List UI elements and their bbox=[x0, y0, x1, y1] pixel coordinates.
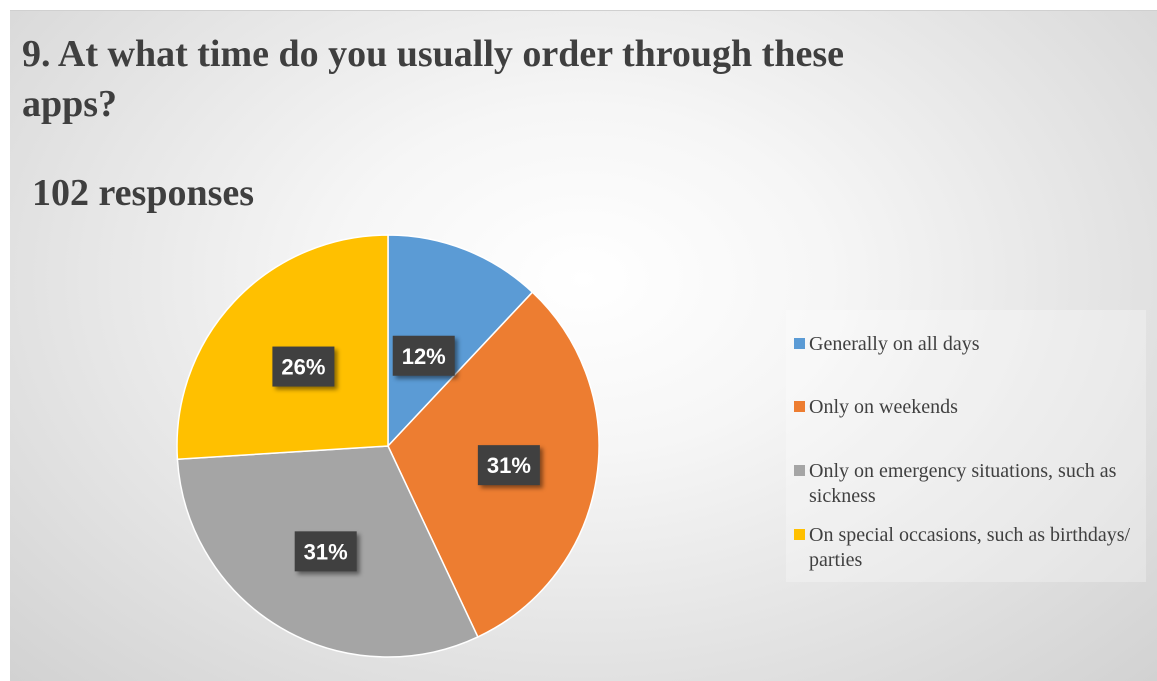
data-label-box-generally-on-all-days bbox=[392, 335, 455, 376]
data-label-text-only-on-weekends: 31% bbox=[487, 453, 531, 478]
legend-entry-all-days: Generally on all days bbox=[794, 332, 1139, 357]
legend-label-special-occasions: On special occasions, such as birthdays/… bbox=[809, 524, 1131, 571]
legend-label-all-days: Generally on all days bbox=[809, 333, 980, 355]
chart-subtitle: 102 responses bbox=[32, 172, 255, 214]
legend-entry-special-occasions: On special occasions, such as birthdays/… bbox=[794, 523, 1139, 573]
pie-data-labels: 12% 31% 31% 26% bbox=[272, 335, 540, 572]
data-label-only-on-weekends: 31% bbox=[477, 445, 540, 486]
data-label-text-only-on-emergency-situations-such-as-sickness: 31% bbox=[304, 539, 348, 564]
legend-swatch-weekends bbox=[794, 401, 805, 412]
data-label-text-generally-on-all-days: 12% bbox=[402, 344, 446, 369]
legend-swatch-special-occasions bbox=[794, 529, 805, 540]
data-label-only-on-emergency-situations-such-as-sickness: 31% bbox=[294, 531, 357, 572]
legend: Generally on all days Only on weekends O… bbox=[786, 310, 1146, 582]
data-label-on-special-occasions-such-as-birthdays-parties: 26% bbox=[272, 346, 335, 387]
chart-title: 9. At what time do you usually order thr… bbox=[22, 33, 844, 125]
legend-swatch-emergency bbox=[794, 465, 805, 476]
data-label-box-only-on-emergency-situations-such-as-sickness bbox=[294, 531, 357, 572]
chart-area: 9. At what time do you usually order thr… bbox=[10, 10, 1157, 681]
data-label-box-on-special-occasions-such-as-birthdays-parties bbox=[272, 346, 335, 387]
legend-swatch-all-days bbox=[794, 338, 805, 349]
data-label-box-only-on-weekends bbox=[477, 445, 540, 486]
data-label-text-on-special-occasions-such-as-birthdays-parties: 26% bbox=[281, 355, 325, 380]
pie-slice-generally-on-all-days bbox=[387, 234, 534, 448]
legend-entry-emergency: Only on emergency situations, such as si… bbox=[794, 459, 1139, 509]
legend-label-weekends: Only on weekends bbox=[809, 396, 958, 418]
pie-chart: 12% 31% 31% 26% bbox=[176, 234, 600, 658]
data-label-generally-on-all-days: 12% bbox=[392, 335, 455, 376]
legend-label-emergency: Only on emergency situations, such as si… bbox=[809, 460, 1117, 507]
legend-entry-weekends: Only on weekends bbox=[794, 395, 1139, 420]
